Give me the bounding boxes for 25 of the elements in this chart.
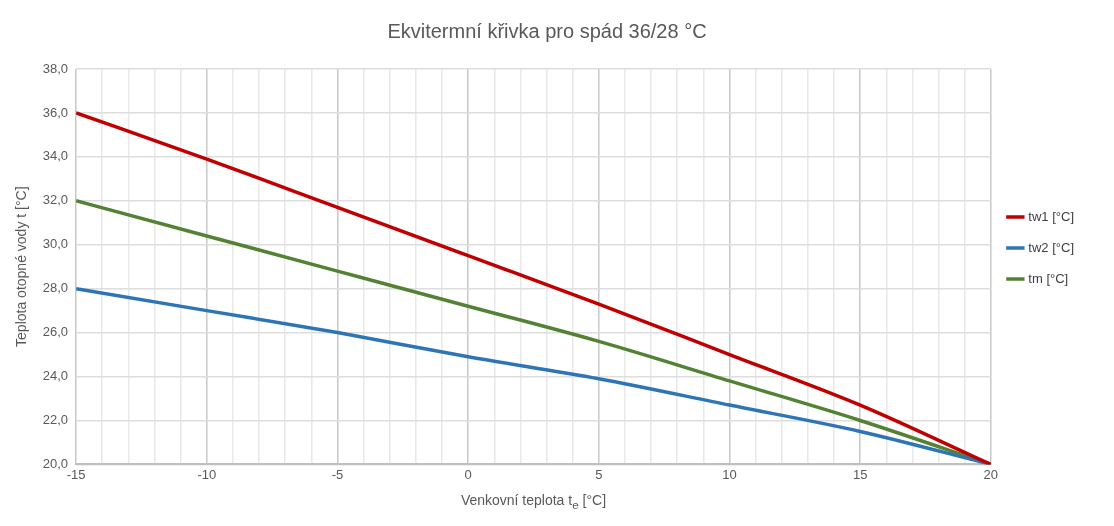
x-tick-label: 15	[852, 466, 868, 482]
x-tick-label: -10	[197, 466, 217, 482]
x-tick-label: -15	[66, 466, 86, 482]
x-axis-title: Venkovní teplota t$_{e}$ [°C]	[460, 492, 607, 512]
x-tick-label: 10	[722, 466, 737, 482]
x-tick-label: -5	[331, 466, 344, 482]
legend-label: tm [°C]	[1028, 270, 1069, 286]
x-tick-label: 20	[983, 466, 999, 482]
legend-label: tw2 [°C]	[1028, 239, 1074, 255]
y-tick-label: 32,0	[42, 192, 69, 208]
y-tick-label: 22,0	[42, 412, 69, 428]
chart-title: Ekvitermní křivka pro spád 36/28 °C	[387, 19, 707, 42]
y-tick-label: 38,0	[42, 60, 69, 76]
y-tick-label: 28,0	[42, 280, 69, 296]
y-tick-label: 30,0	[42, 236, 69, 252]
y-tick-label: 24,0	[42, 368, 69, 384]
x-tick-label: 5	[595, 466, 603, 482]
line-series	[76, 111, 991, 465]
y-tick-label: 34,0	[42, 148, 69, 164]
y-tick-label: 20,0	[42, 455, 69, 471]
x-tick-label: 0	[464, 466, 472, 482]
y-tick-label: 36,0	[42, 104, 69, 120]
y-axis-title: Teplota otopné vody t [°C]	[13, 186, 30, 347]
legend-label: tw1 [°C]	[1028, 208, 1074, 224]
y-tick-label: 26,0	[42, 324, 69, 340]
